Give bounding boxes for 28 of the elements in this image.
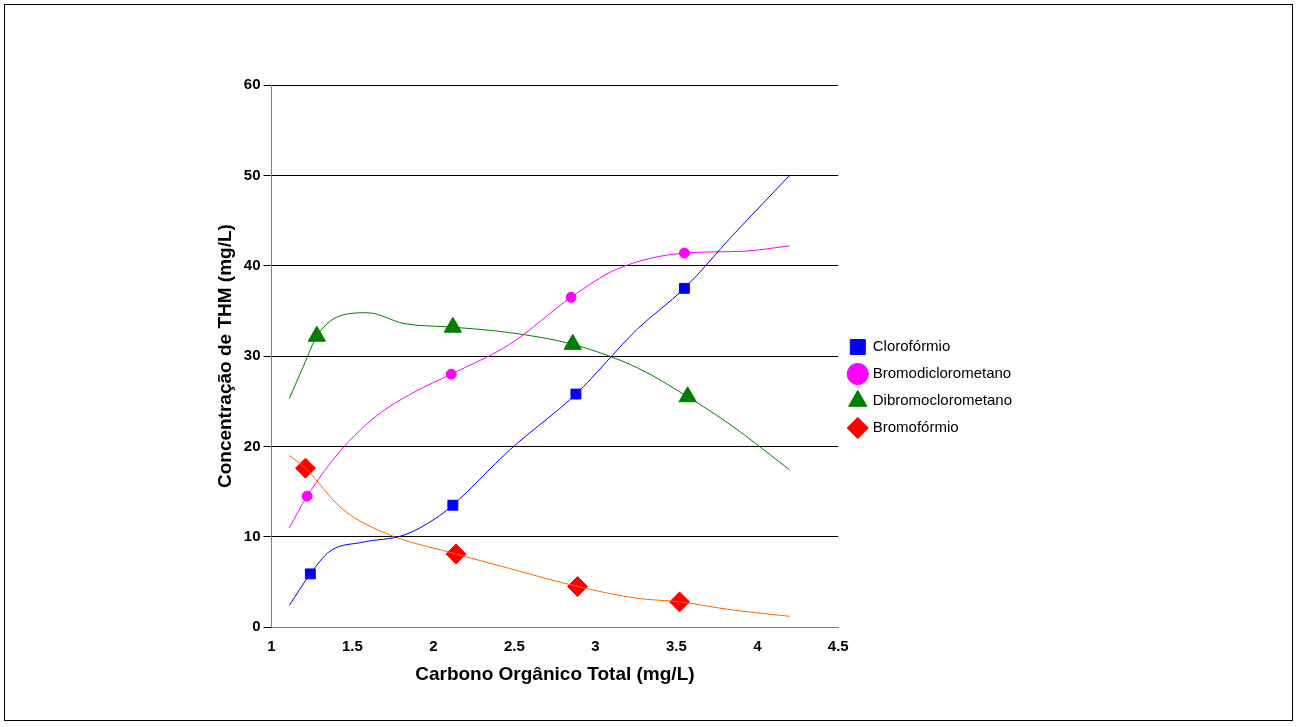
legend-label: Bromodiclorometano xyxy=(872,364,1012,382)
legend-label: Bromofórmio xyxy=(872,418,959,436)
line-series xyxy=(288,174,791,607)
y-axis-title: Concentração de THM (mg/L) xyxy=(213,224,235,489)
y-tick-label: 50 xyxy=(243,165,261,183)
line-series xyxy=(288,245,791,529)
line-series xyxy=(288,312,791,471)
x-tick-label: 4.5 xyxy=(827,637,849,655)
x-axis-title: Carbono Orgânico Total (mg/L) xyxy=(415,662,695,684)
legend-label: Dibromoclorometano xyxy=(872,391,1013,409)
x-tick-label: 2.5 xyxy=(503,637,525,655)
x-tick-label: 2 xyxy=(429,637,438,655)
y-tick-label: 20 xyxy=(243,436,261,454)
y-tick-label: 10 xyxy=(243,526,261,544)
point xyxy=(678,247,690,259)
x-tick-label: 1 xyxy=(267,637,276,655)
y-tick-label: 30 xyxy=(243,346,261,364)
point xyxy=(294,457,316,479)
y-tick-label: 0 xyxy=(252,617,261,635)
x-tick-label: 3.5 xyxy=(665,637,687,655)
point xyxy=(570,388,582,400)
x-tick-label: 3 xyxy=(591,637,600,655)
x-tick-label: 1.5 xyxy=(342,637,363,655)
y-tick-label: 40 xyxy=(243,255,261,273)
legend-label: Clorofórmio xyxy=(872,337,951,355)
line-series xyxy=(288,455,791,617)
y-tick-label: 60 xyxy=(243,75,261,93)
x-tick-label: 4 xyxy=(753,637,763,655)
